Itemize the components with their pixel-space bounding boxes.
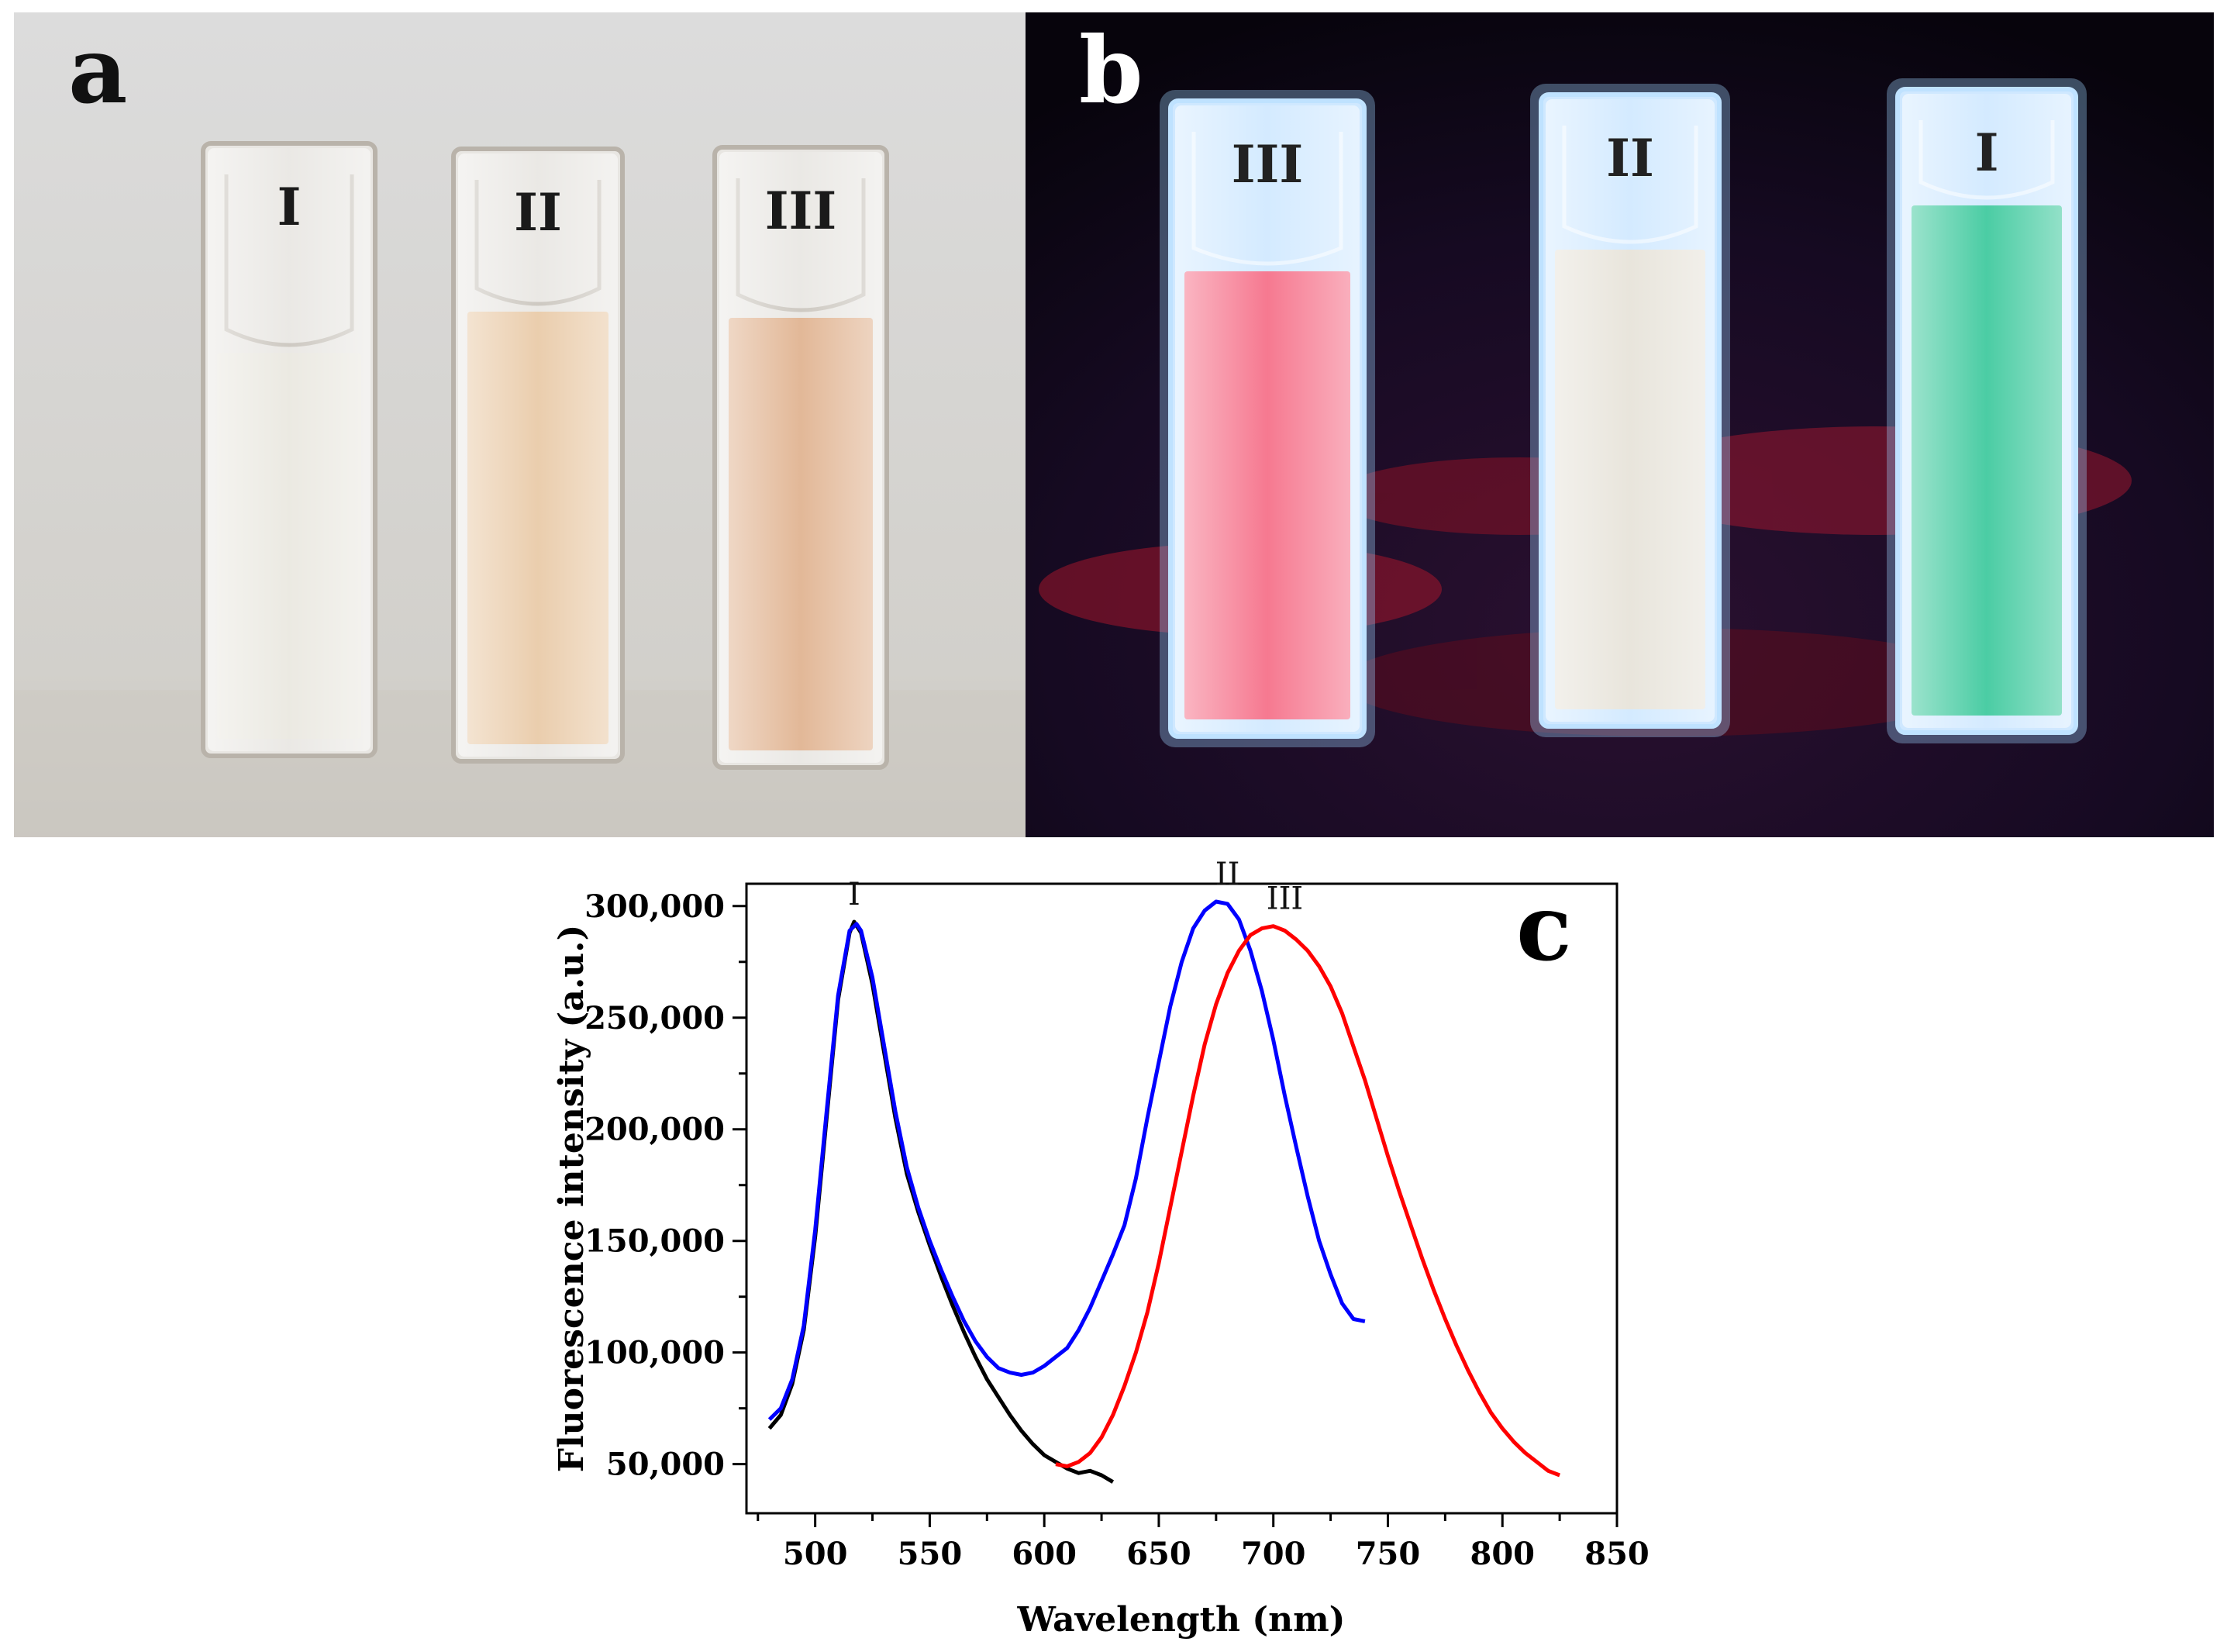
y-tick-label: 300,000 — [584, 888, 725, 925]
panel-a-letter: a — [68, 16, 127, 124]
series-line-2 — [1055, 924, 1560, 1478]
panel-b-letter: b — [1079, 16, 1143, 124]
cuvette-label: II — [514, 182, 562, 243]
panel-a-cuvettes: I II III — [201, 141, 889, 770]
cuvette-I: I — [1887, 78, 2087, 743]
cuvette-label: III — [1232, 134, 1304, 195]
cuvette-II: II — [1530, 84, 1730, 737]
cuvette-III: III — [1160, 90, 1375, 747]
x-tick-label: 500 — [783, 1536, 848, 1572]
y-tick-label: 250,000 — [584, 1000, 725, 1036]
x-tick-label: 800 — [1470, 1536, 1535, 1572]
x-tick-label: 750 — [1356, 1536, 1421, 1572]
x-axis: 500 550 600 650 700 750 800 850 — [757, 1513, 1650, 1572]
y-tick-label: 200,000 — [584, 1112, 725, 1148]
peak-label: III — [1267, 881, 1303, 917]
panel-b-cuvettes: III II I — [1160, 78, 2087, 747]
x-tick-label: 850 — [1584, 1536, 1650, 1572]
plot-frame — [745, 882, 1619, 1515]
x-tick-label: 600 — [1012, 1536, 1077, 1572]
cuvette-label: I — [1975, 122, 1999, 183]
cuvette-I: I — [201, 141, 377, 758]
panel-c-letter: c — [1516, 874, 1572, 981]
y-tick-label: 100,000 — [584, 1335, 725, 1371]
cuvette-label: I — [278, 177, 302, 237]
panel-a-photo: I II III a — [14, 12, 1026, 837]
x-tick-label: 650 — [1126, 1536, 1191, 1572]
series-line-0 — [767, 919, 1115, 1484]
cuvette-label: II — [1606, 128, 1654, 188]
cuvette-label: III — [765, 181, 837, 241]
series-line-1 — [767, 899, 1366, 1421]
x-tick-label: 700 — [1241, 1536, 1306, 1572]
y-axis-label: Fluorescence intensity (a.u.) — [552, 925, 591, 1473]
x-axis-label: Wavelength (nm) — [1017, 1600, 1346, 1640]
peak-label: II — [1215, 857, 1240, 892]
cuvette-II: II — [451, 147, 625, 764]
x-tick-label: 550 — [898, 1536, 963, 1572]
y-tick-label: 150,000 — [584, 1223, 725, 1260]
panel-c-chart: 500 550 600 650 700 750 800 850 50,000 100,000 15… — [552, 857, 1650, 1640]
cuvette-III: III — [712, 145, 889, 770]
y-tick-label: 50,000 — [606, 1447, 725, 1483]
series-layer — [767, 899, 1560, 1484]
peak-label: I — [848, 877, 860, 912]
y-axis: 50,000 100,000 150,000 200,000 250,000 300,00… — [584, 888, 746, 1483]
panel-b-photo: III II I b — [1026, 12, 2214, 837]
